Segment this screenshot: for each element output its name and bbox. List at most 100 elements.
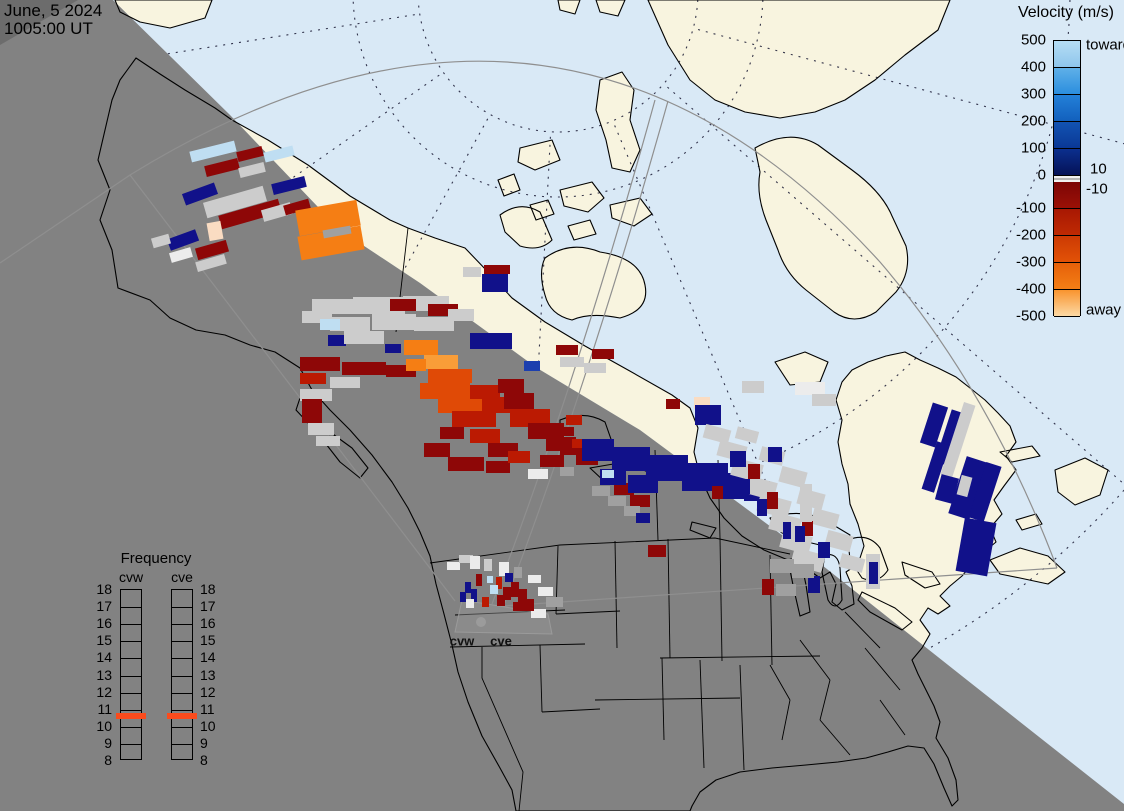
velocity-cell	[390, 299, 416, 311]
frequency-scale-left: 13	[82, 667, 112, 683]
colorbar-tick: 100	[1002, 140, 1046, 157]
velocity-cell	[808, 576, 820, 593]
frequency-scale-right: 16	[200, 615, 230, 631]
frequency-scale-right: 17	[200, 598, 230, 614]
frequency-column-cvw	[120, 589, 142, 760]
radar-site-dot	[476, 617, 486, 627]
velocity-cell	[695, 405, 721, 425]
velocity-cell	[584, 363, 606, 373]
velocity-cell	[484, 265, 510, 274]
colorbar-tick: 300	[1002, 86, 1046, 103]
frequency-radar-label-cve: cve	[171, 569, 193, 585]
velocity-cell	[476, 574, 482, 586]
frequency-scale-right: 12	[200, 684, 230, 700]
frequency-scale-left: 17	[82, 598, 112, 614]
velocity-cell	[540, 455, 564, 467]
velocity-cell	[783, 522, 791, 539]
velocity-cell	[560, 357, 584, 367]
frequency-scale-right: 10	[200, 718, 230, 734]
velocity-cell	[757, 499, 767, 516]
velocity-cell	[566, 415, 582, 425]
superdarn-map-screen: June, 5 2024 1005:00 UT Velocity (m/s) 5…	[0, 0, 1124, 811]
frequency-cell-divider	[121, 607, 141, 608]
frequency-cell-divider	[172, 624, 192, 625]
velocity-cell	[767, 492, 778, 509]
colorbar-cell-away	[1054, 263, 1080, 290]
map-radar-label-cvw: cvw	[450, 634, 475, 649]
velocity-cell	[344, 331, 384, 344]
velocity-cell	[748, 464, 760, 479]
velocity-cell	[560, 427, 574, 436]
velocity-cell	[730, 451, 746, 467]
velocity-cell	[800, 484, 812, 522]
velocity-cell	[762, 579, 774, 595]
velocity-cell	[330, 377, 360, 388]
frequency-scale-right: 18	[200, 581, 230, 597]
velocity-colorbar	[1053, 40, 1081, 316]
colorbar-tick: -100	[1002, 200, 1046, 217]
velocity-cell	[666, 399, 680, 409]
colorbar-cell-toward	[1054, 149, 1080, 176]
frequency-scale-left: 15	[82, 632, 112, 648]
inner-neg-label: -10	[1086, 181, 1108, 198]
frequency-scale-right: 13	[200, 667, 230, 683]
colorbar-tick: -500	[1002, 308, 1046, 325]
velocity-cell	[487, 576, 493, 583]
velocity-cell	[440, 427, 464, 439]
velocity-cell	[470, 333, 512, 349]
colorbar-tick: 400	[1002, 59, 1046, 76]
velocity-cell	[513, 602, 524, 611]
velocity-cell	[636, 513, 650, 523]
velocity-cell	[733, 479, 750, 494]
velocity-cell	[308, 423, 334, 435]
velocity-cell	[538, 587, 553, 596]
frequency-scale-right: 14	[200, 649, 230, 665]
frequency-scale-left: 10	[82, 718, 112, 734]
colorbar-title: Velocity (m/s)	[1008, 4, 1124, 22]
colorbar-cell-away	[1054, 209, 1080, 236]
velocity-cell	[328, 335, 346, 346]
frequency-cell-divider	[172, 744, 192, 745]
velocity-cell	[490, 585, 498, 594]
velocity-cell	[528, 469, 548, 479]
velocity-cell	[776, 584, 796, 596]
frequency-marker-cve	[167, 713, 197, 719]
velocity-cell	[511, 582, 519, 597]
time-text: 1005:00 UT	[4, 20, 102, 38]
toward-label: toward	[1086, 37, 1124, 54]
frequency-cell-divider	[172, 658, 192, 659]
velocity-cell	[385, 344, 401, 353]
colorbar-cell-toward	[1054, 41, 1080, 68]
colorbar-tick: -200	[1002, 227, 1046, 244]
frequency-marker-cvw	[116, 713, 146, 719]
velocity-cell	[460, 592, 466, 602]
velocity-cell	[470, 385, 500, 399]
colorbar-tick: 500	[1002, 32, 1046, 49]
frequency-scale-right: 15	[200, 632, 230, 648]
frequency-scale-left: 9	[82, 735, 112, 751]
frequency-scale-left: 18	[82, 581, 112, 597]
frequency-cell-divider	[121, 693, 141, 694]
frequency-cell-divider	[172, 607, 192, 608]
frequency-scale-right: 8	[200, 752, 230, 768]
velocity-cell	[514, 567, 522, 578]
frequency-cell-divider	[172, 641, 192, 642]
frequency-cell-divider	[121, 676, 141, 677]
frequency-cell-divider	[172, 710, 192, 711]
frequency-title: Frequency	[110, 550, 202, 567]
velocity-cell	[447, 562, 460, 570]
velocity-cell	[452, 411, 496, 427]
velocity-cell	[448, 457, 484, 471]
velocity-cell	[528, 423, 564, 439]
velocity-cell	[470, 556, 480, 569]
frequency-cell-divider	[172, 693, 192, 694]
velocity-cell	[592, 486, 610, 496]
velocity-cell	[316, 436, 340, 446]
velocity-cell	[497, 595, 505, 606]
velocity-cell	[612, 447, 650, 471]
velocity-cell	[302, 399, 322, 423]
velocity-cell	[602, 470, 614, 478]
velocity-cell	[404, 340, 438, 355]
frequency-scale-left: 16	[82, 615, 112, 631]
velocity-cell	[770, 559, 794, 573]
